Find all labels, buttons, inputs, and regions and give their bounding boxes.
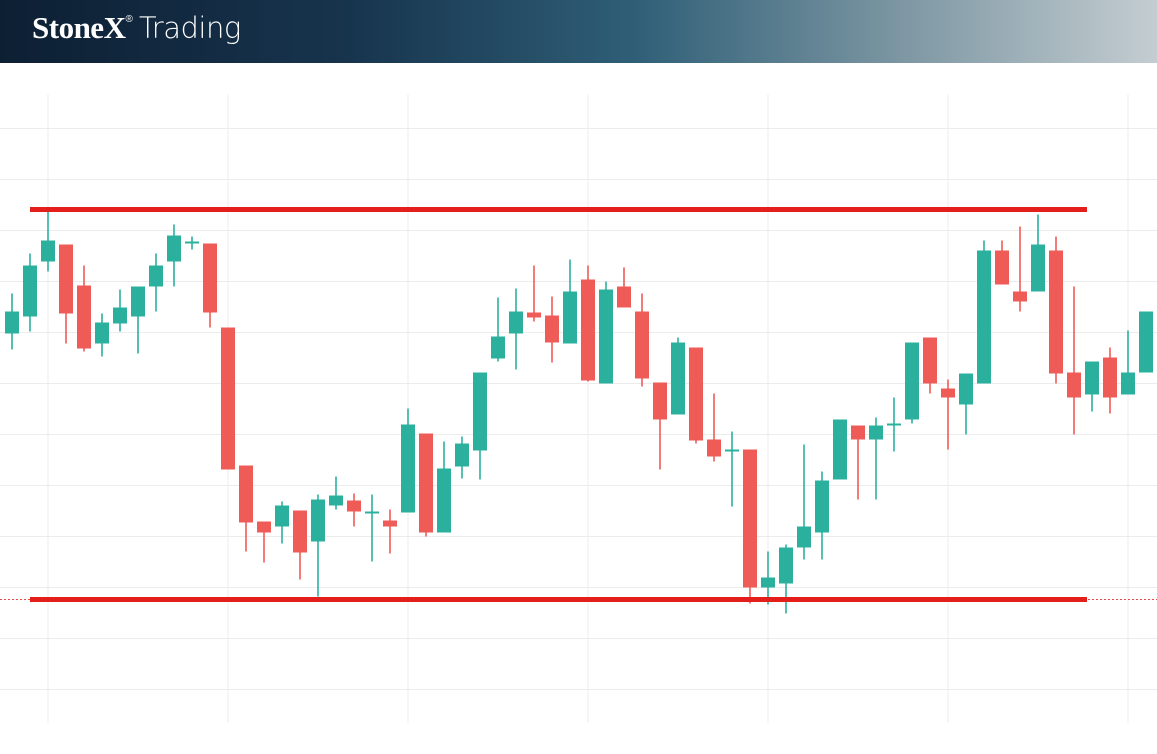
- candle-body: [293, 510, 307, 553]
- candle-body: [869, 425, 883, 440]
- candle-body: [185, 241, 199, 244]
- candle-body: [761, 577, 775, 588]
- candle-body: [311, 499, 325, 542]
- candle-body: [563, 291, 577, 344]
- candle-body: [347, 500, 361, 512]
- candle-body: [1103, 357, 1117, 398]
- candle-body: [491, 336, 505, 359]
- page: {"header": {"brand": "StoneX", "register…: [0, 0, 1157, 723]
- candle-body: [815, 480, 829, 533]
- candle-body: [275, 505, 289, 527]
- candle-body: [887, 423, 901, 426]
- candle-body: [779, 547, 793, 584]
- candle-body: [77, 285, 91, 349]
- candle-body: [689, 347, 703, 441]
- candle-body: [509, 311, 523, 334]
- logo: StoneX® Trading: [32, 10, 241, 46]
- registered-mark: ®: [125, 14, 133, 25]
- candle-body: [581, 279, 595, 381]
- candle-body: [833, 419, 847, 480]
- candle-body: [941, 388, 955, 398]
- candle-body: [383, 520, 397, 527]
- candle-body: [977, 250, 991, 384]
- candle-body: [257, 521, 271, 533]
- candle-body: [437, 468, 451, 533]
- candle-body: [167, 235, 181, 262]
- candle-body: [995, 250, 1009, 285]
- candle-body: [131, 286, 145, 317]
- brand: StoneX: [32, 10, 126, 45]
- candle-body: [329, 495, 343, 506]
- candle-body: [707, 439, 721, 457]
- candle-body: [725, 449, 739, 452]
- candle-body: [455, 443, 469, 467]
- candle-body: [1085, 361, 1099, 395]
- candle-body: [743, 449, 757, 588]
- candle-body: [599, 289, 613, 384]
- candle-body: [1013, 291, 1027, 302]
- candle-body: [365, 511, 379, 514]
- candle-body: [1139, 311, 1153, 373]
- candle-body: [23, 265, 37, 317]
- candle-body: [149, 265, 163, 287]
- candle-body: [59, 244, 73, 314]
- header-bar: StoneX® Trading: [0, 0, 1157, 63]
- candle-body: [959, 373, 973, 405]
- candle-body: [401, 424, 415, 513]
- candle-body: [527, 312, 541, 318]
- candle-body: [671, 342, 685, 415]
- candle-body: [905, 342, 919, 420]
- candle-body: [221, 327, 235, 470]
- candle-body: [95, 322, 109, 344]
- candle-body: [1031, 244, 1045, 292]
- candle-body: [635, 311, 649, 379]
- candle-body: [473, 372, 487, 451]
- candle-body: [1049, 250, 1063, 374]
- candle-body: [617, 286, 631, 308]
- candle-body: [41, 240, 55, 262]
- candle-body: [923, 337, 937, 384]
- product-name: Trading: [138, 11, 241, 45]
- candle-body: [419, 433, 433, 533]
- candle-body: [545, 315, 559, 343]
- candle-body: [203, 243, 217, 313]
- candle-body: [5, 311, 19, 334]
- candle-body: [113, 307, 127, 324]
- candle-body: [653, 382, 667, 420]
- candle-body: [239, 465, 253, 523]
- candle-body: [1121, 372, 1135, 395]
- chart: [0, 94, 1157, 723]
- candle-body: [797, 526, 811, 548]
- candle-body: [1067, 372, 1081, 398]
- candle-body: [851, 425, 865, 440]
